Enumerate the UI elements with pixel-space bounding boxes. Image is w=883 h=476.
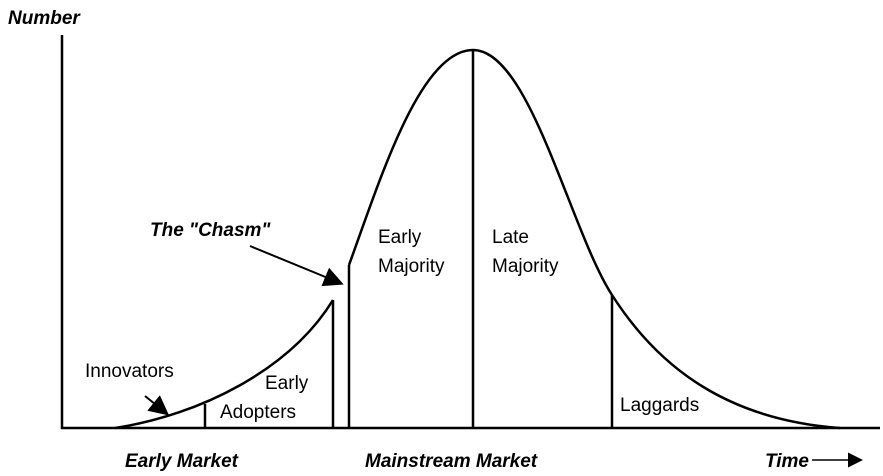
segment-label: Innovators <box>85 361 174 382</box>
market-label: Early Market <box>125 451 239 472</box>
x-axis-label: Time <box>765 451 809 472</box>
curve-mainstream <box>347 48 841 430</box>
segment-label: Early <box>378 227 422 248</box>
chasm-arrow <box>249 245 344 287</box>
segment-label: Adopters <box>220 402 296 423</box>
segment-label: Late <box>492 227 529 248</box>
segment-label: Majority <box>492 256 559 277</box>
curve-early <box>114 299 335 430</box>
chasm-label: The "Chasm" <box>150 220 271 241</box>
innovators-arrow <box>144 395 170 416</box>
segment-label: Early <box>265 373 309 394</box>
segment-label: Laggards <box>620 395 699 416</box>
y-axis-label: Number <box>8 8 81 29</box>
segment-label: Majority <box>378 256 445 277</box>
market-label: Mainstream Market <box>365 451 538 472</box>
